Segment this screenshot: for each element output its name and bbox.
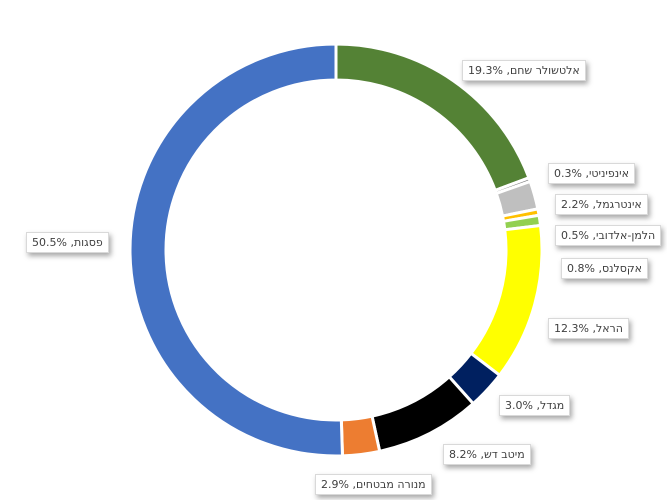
data-label: אקסלנס, 0.8% — [561, 258, 649, 279]
data-label: מיטב דש, 8.2% — [443, 444, 531, 465]
data-label: הראל, 12.3% — [548, 318, 629, 339]
data-label: מנורה מבטחים, 2.9% — [315, 474, 432, 495]
data-label: אינפיניטי, 0.3% — [548, 163, 635, 184]
data-label: הלמן-אלדובי, 0.5% — [555, 225, 662, 246]
data-label: אינטרגמל, 2.2% — [555, 194, 648, 215]
slice-5 — [468, 223, 544, 378]
slice-8 — [339, 414, 382, 458]
data-label: פסגות, 50.5% — [26, 232, 109, 253]
data-label: אלטשולר שחם, 19.3% — [462, 60, 586, 81]
slice-9 — [128, 42, 345, 458]
slice-7 — [370, 374, 476, 454]
data-label: מגדל, 3.0% — [499, 395, 571, 416]
